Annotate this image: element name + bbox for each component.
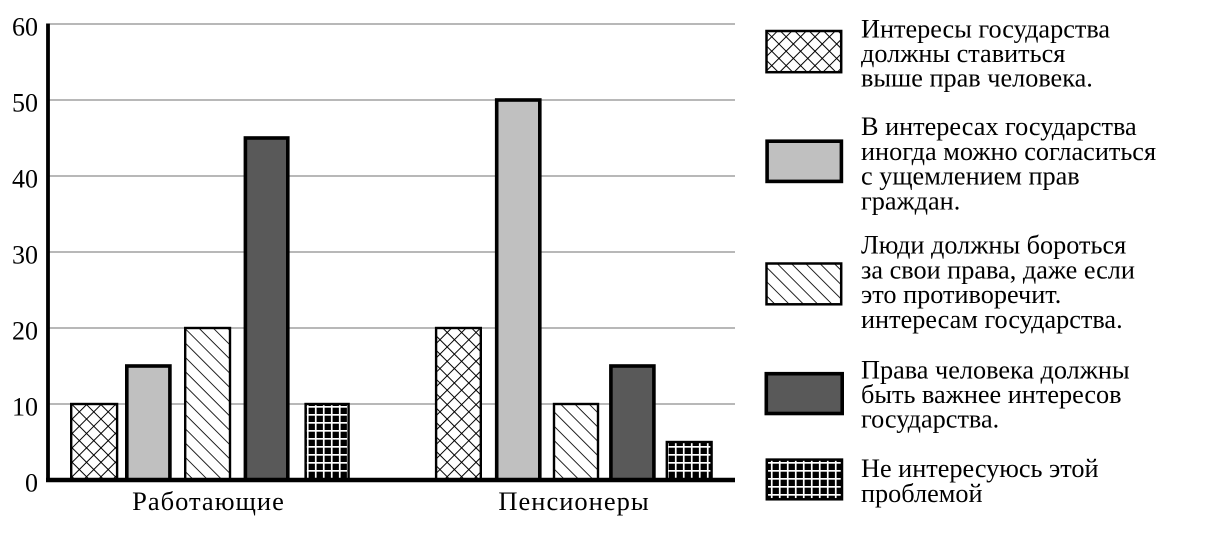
svg-text:50: 50 bbox=[12, 89, 38, 118]
svg-text:60: 60 bbox=[12, 13, 38, 42]
svg-text:за свои права, даже если: за свои права, даже если bbox=[861, 255, 1135, 284]
svg-text:Люди должны бороться: Люди должны бороться bbox=[861, 231, 1126, 260]
svg-text:быть важнее интересов: быть важнее интересов bbox=[861, 380, 1122, 409]
svg-text:должны ставиться: должны ставиться bbox=[861, 39, 1065, 68]
svg-text:20: 20 bbox=[12, 317, 38, 346]
svg-text:Интересы государства: Интересы государства bbox=[861, 14, 1110, 43]
svg-text:иногда можно согласиться: иногда можно согласиться bbox=[861, 137, 1156, 166]
svg-text:40: 40 bbox=[12, 165, 38, 194]
svg-text:проблемой: проблемой bbox=[861, 479, 983, 508]
svg-text:Не интересуюсь этой: Не интересуюсь этой bbox=[861, 454, 1099, 483]
svg-text:интересам государства.: интересам государства. bbox=[861, 305, 1123, 334]
svg-text:10: 10 bbox=[12, 393, 38, 422]
svg-text:В интересах государства: В интересах государства bbox=[861, 112, 1137, 141]
svg-text:30: 30 bbox=[12, 241, 38, 270]
svg-text:граждан.: граждан. bbox=[861, 186, 960, 215]
svg-text:это противоречит.: это противоречит. bbox=[861, 280, 1061, 309]
svg-text:Работающие: Работающие bbox=[132, 486, 285, 516]
svg-text:государства.: государства. bbox=[861, 405, 999, 434]
svg-text:выше прав человека.: выше прав человека. bbox=[861, 64, 1093, 93]
svg-text:Пенсионеры: Пенсионеры bbox=[498, 486, 649, 516]
svg-text:Права человека должны: Права человека должны bbox=[861, 355, 1130, 384]
svg-text:с ущемлением прав: с ущемлением прав bbox=[861, 162, 1080, 191]
svg-text:0: 0 bbox=[25, 469, 38, 498]
